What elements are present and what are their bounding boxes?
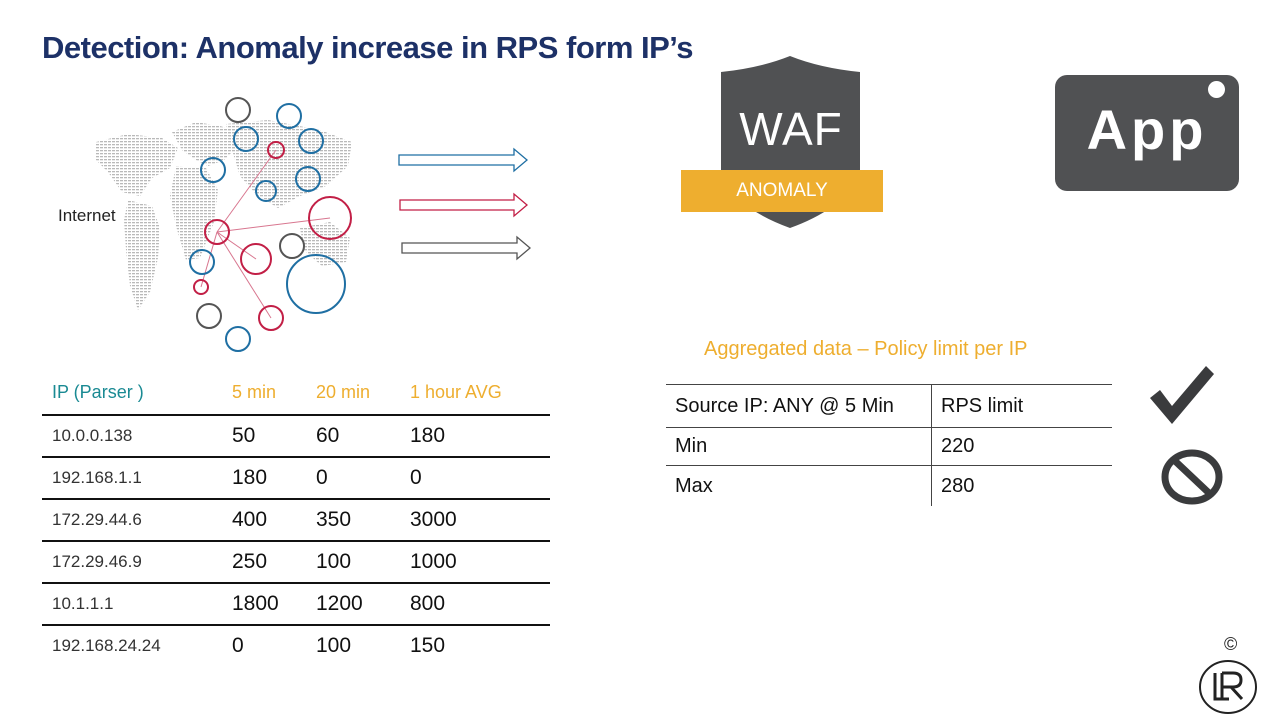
table-row: 192.168.24.24 0 100 150 (42, 624, 550, 666)
ip-circles (189, 97, 352, 352)
app-box: App (1055, 75, 1239, 191)
table-cell: 150 (400, 624, 550, 666)
column-header: 20 min (316, 381, 371, 402)
table-cell: 0 (222, 624, 306, 666)
table-cell: Min (666, 427, 932, 466)
ip-cell: 192.168.24.24 (42, 624, 222, 666)
table-row: 10.0.0.138 50 60 180 (42, 414, 550, 457)
arrow-right-icon (398, 147, 529, 173)
table-cell: 0 (306, 456, 400, 499)
lr-logo-icon (1199, 660, 1257, 714)
aggregated-title: Aggregated data – Policy limit per IP (704, 338, 1028, 360)
table-cell: 350 (306, 498, 400, 541)
ip-circle (240, 243, 272, 275)
internet-label: Internet (58, 206, 116, 225)
table-cell: Max (666, 465, 932, 506)
table-cell: 60 (306, 414, 400, 457)
internet-diagram (96, 97, 532, 352)
column-header: IP (Parser ) (52, 381, 144, 402)
table-cell: Source IP: ANY @ 5 Min (666, 384, 932, 428)
column-header: 1 hour AVG (410, 381, 502, 402)
waf-label: WAF (739, 103, 843, 155)
ip-circle (267, 141, 285, 159)
table-cell: 0 (400, 456, 550, 499)
table-cell: 50 (222, 414, 306, 457)
prohibited-icon (1161, 449, 1223, 505)
ip-circle (225, 326, 251, 352)
table-cell: 1200 (306, 582, 400, 625)
ip-cell: 172.29.44.6 (42, 498, 222, 541)
table-row: 10.1.1.1 1800 1200 800 (42, 582, 550, 625)
connection-lines (200, 149, 331, 319)
ip-circle (233, 126, 259, 152)
ip-circle (193, 279, 209, 295)
table-row: Source IP: ANY @ 5 Min RPS limit (666, 384, 1112, 428)
copyright-symbol: © (1224, 634, 1238, 654)
ip-circle (196, 303, 222, 329)
table-cell: 100 (306, 540, 400, 583)
ip-circle (298, 128, 324, 154)
table-cell: 220 (931, 427, 1112, 466)
table-cell: 1000 (400, 540, 550, 583)
ip-circle (286, 254, 346, 314)
ip-circle (295, 166, 321, 192)
arrow-right-icon (401, 235, 532, 261)
ip-cell: 10.1.1.1 (42, 582, 222, 625)
table-row: Max 280 (666, 465, 1112, 506)
ip-circle (276, 103, 302, 129)
table-cell: 100 (306, 624, 400, 666)
arrow-right-icon (399, 192, 529, 218)
checkmark-icon (1150, 366, 1214, 424)
app-dot-icon (1208, 81, 1225, 98)
ip-rps-table: IP (Parser ) 5 min 20 min 1 hour AVG 10.… (42, 370, 550, 666)
ip-circle (200, 157, 226, 183)
table-cell: 180 (400, 414, 550, 457)
table-cell: 400 (222, 498, 306, 541)
table-cell: 800 (400, 582, 550, 625)
ip-circle (279, 233, 305, 259)
table-cell: RPS limit (931, 384, 1112, 428)
table-row: 192.168.1.1 180 0 0 (42, 456, 550, 499)
anomaly-label: ANOMALY (736, 180, 828, 201)
column-header: 5 min (232, 381, 277, 402)
ip-circle (189, 249, 215, 275)
ip-cell: 10.0.0.138 (42, 414, 222, 457)
table-cell: 280 (941, 474, 975, 497)
ip-circle (258, 305, 284, 331)
table-cell: 3000 (400, 498, 550, 541)
table-cell: 250 (222, 540, 306, 583)
ip-circle (308, 196, 352, 240)
world-map-icon (96, 120, 352, 310)
table-row: 172.29.46.9 250 100 1000 (42, 540, 550, 583)
page-title: Detection: Anomaly increase in RPS form … (42, 30, 694, 65)
policy-limit-table: Source IP: ANY @ 5 Min RPS limit Min 220… (666, 384, 1112, 506)
table-cell: 1800 (222, 582, 306, 625)
app-label: App (1086, 98, 1208, 161)
ip-circle (255, 180, 277, 202)
table-row: Min 220 (666, 427, 1112, 466)
ip-cell: 192.168.1.1 (42, 456, 222, 499)
ip-circle (204, 219, 230, 245)
table-row: 172.29.44.6 400 350 3000 (42, 498, 550, 541)
ip-cell: 172.29.46.9 (42, 540, 222, 583)
table-header-row: IP (Parser ) 5 min 20 min 1 hour AVG (42, 370, 550, 415)
ip-circle (225, 97, 251, 123)
table-cell: 180 (222, 456, 306, 499)
anomaly-badge: ANOMALY (681, 170, 883, 212)
